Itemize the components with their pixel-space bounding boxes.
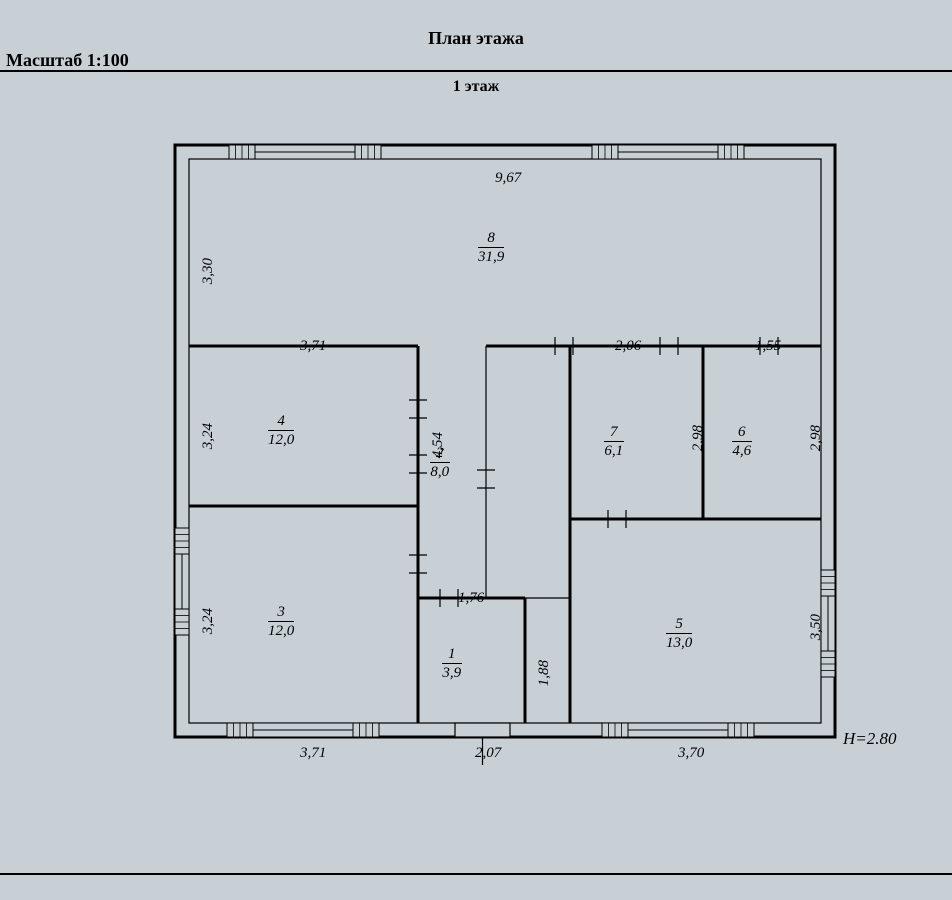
dim-label: 3,50 bbox=[808, 614, 825, 640]
room-number: 8 bbox=[478, 230, 504, 248]
room-label-3: 312,0 bbox=[268, 604, 294, 639]
dim-label: 1,76 bbox=[458, 590, 484, 607]
room-area: 12,0 bbox=[268, 431, 294, 449]
room-area: 31,9 bbox=[478, 248, 504, 266]
room-number: 1 bbox=[442, 646, 462, 664]
room-area: 3,9 bbox=[442, 664, 462, 682]
floor-plan-page: План этажаМасштаб 1:1001 этажH=2.80831,9… bbox=[0, 0, 952, 900]
room-area: 8,0 bbox=[430, 463, 450, 481]
dim-label: 2,98 bbox=[808, 425, 825, 451]
room-area: 4,6 bbox=[732, 442, 752, 460]
room-label-4: 412,0 bbox=[268, 413, 294, 448]
room-area: 13,0 bbox=[666, 634, 692, 652]
room-area: 12,0 bbox=[268, 622, 294, 640]
dim-label: 2,06 bbox=[615, 338, 641, 355]
room-label-1: 13,9 bbox=[442, 646, 462, 681]
dim-label: 1,88 bbox=[536, 660, 553, 686]
room-number: 6 bbox=[732, 424, 752, 442]
room-number: 4 bbox=[268, 413, 294, 431]
dim-label: 3,71 bbox=[300, 338, 326, 355]
room-label-6: 64,6 bbox=[732, 424, 752, 459]
room-label-7: 76,1 bbox=[604, 424, 624, 459]
dim-label: 4,54 bbox=[430, 432, 447, 458]
dim-label: 2,98 bbox=[690, 425, 707, 451]
dim-label: 3,71 bbox=[300, 745, 326, 762]
room-number: 7 bbox=[604, 424, 624, 442]
room-number: 3 bbox=[268, 604, 294, 622]
dim-label: 9,67 bbox=[495, 170, 521, 187]
room-number: 5 bbox=[666, 616, 692, 634]
dim-label: 3,30 bbox=[200, 258, 217, 284]
room-area: 6,1 bbox=[604, 442, 624, 460]
dim-label: 3,70 bbox=[678, 745, 704, 762]
dim-label: 3,24 bbox=[200, 423, 217, 449]
dim-label: 3,24 bbox=[200, 608, 217, 634]
dim-label: 2,07 bbox=[475, 745, 501, 762]
room-label-5: 513,0 bbox=[666, 616, 692, 651]
room-label-8: 831,9 bbox=[478, 230, 504, 265]
dim-label: 1,55 bbox=[755, 338, 781, 355]
